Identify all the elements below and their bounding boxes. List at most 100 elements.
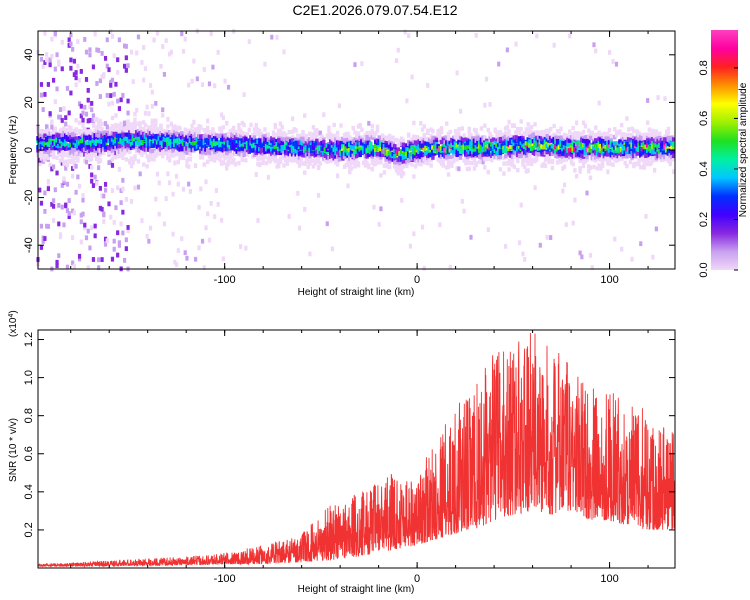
- spectrogram-cell: [446, 160, 451, 165]
- spectrogram-cell: [185, 146, 189, 151]
- spectrogram-cell: [83, 158, 87, 164]
- spectrogram-cell: [621, 149, 626, 155]
- spectrogram-cell: [135, 141, 139, 146]
- spectrogram-cell: [95, 143, 99, 148]
- spectrogram-cell: [228, 136, 232, 141]
- spectrogram-cell: [202, 134, 206, 140]
- spectrogram-cell: [339, 136, 343, 142]
- spectrogram-cell: [112, 139, 116, 144]
- spectrogram-cell: [564, 222, 568, 228]
- spectrogram-cell: [115, 128, 120, 133]
- spectrogram-cell: [431, 145, 435, 150]
- spectrogram-cell: [538, 151, 542, 157]
- spectrogram-cell: [394, 137, 399, 143]
- spectrogram-cell: [645, 120, 650, 125]
- spectrogram-cell: [72, 143, 77, 149]
- spectrogram-cell: [251, 133, 255, 138]
- spectrogram-cell: [219, 159, 224, 164]
- spectrogram-cell: [339, 140, 343, 146]
- spectrogram-cell: [166, 154, 170, 159]
- spectrogram-cell: [555, 135, 560, 140]
- spectrogram-cell: [439, 146, 444, 151]
- spectrogram-cell: [270, 136, 274, 141]
- spectrogram-cell: [79, 212, 83, 218]
- spectrogram-cell: [639, 146, 643, 152]
- spectrogram-cell: [230, 152, 234, 158]
- spectrogram-cell: [361, 160, 366, 165]
- spectrogram-cell: [382, 138, 387, 144]
- spectrogram-cell: [233, 162, 238, 167]
- spectrogram-cell: [141, 162, 146, 167]
- spectrogram-cell: [668, 140, 672, 145]
- spectrogram-cell: [297, 163, 302, 168]
- spectrogram-cell: [500, 148, 504, 153]
- spectrogram-cell: [571, 125, 575, 131]
- spectrogram-cell: [663, 138, 667, 143]
- spectrogram-cell: [329, 154, 333, 160]
- spectrogram-cell: [522, 131, 527, 137]
- spectrogram-cell: [464, 145, 468, 150]
- spectrogram-cell: [278, 157, 283, 162]
- spectrogram-cell: [180, 134, 184, 140]
- spectrogram-cell: [372, 145, 376, 150]
- spectrogram-cell: [311, 145, 316, 151]
- spectrogram-cell: [545, 133, 549, 139]
- spectrogram-cell: [498, 167, 503, 172]
- spectrogram-cell: [400, 156, 404, 161]
- spectrogram-cell: [48, 147, 52, 153]
- spectrogram-cell: [185, 255, 189, 261]
- spectrogram-cell: [121, 147, 125, 152]
- spectrogram-cell: [438, 138, 442, 143]
- spectrogram-cell: [344, 131, 348, 137]
- spectrogram-cell: [140, 138, 144, 144]
- spectrogram-cell: [623, 160, 627, 166]
- spectrogram-cell: [554, 153, 558, 159]
- spectrogram-cell: [628, 139, 633, 145]
- spectrogram-cell: [654, 136, 659, 142]
- spectrogram-cell: [394, 168, 399, 173]
- spectrogram-cell: [278, 139, 283, 144]
- spectrogram-cell: [71, 46, 75, 52]
- spectrogram-cell: [348, 147, 352, 153]
- spectrogram-cell: [578, 158, 582, 164]
- spectrogram-cell: [62, 132, 66, 137]
- spectrogram-cell: [348, 158, 352, 164]
- spectrogram-cell: [621, 144, 626, 149]
- spectrogram-cell: [133, 123, 137, 129]
- spectrogram-cell: [67, 143, 71, 148]
- spectrogram-cell: [353, 145, 357, 150]
- spectrogram-cell: [60, 158, 64, 163]
- spectrogram-cell: [119, 133, 123, 138]
- spectrogram-cell: [103, 130, 108, 135]
- spectrogram-cell: [335, 154, 340, 159]
- spectrogram-cell: [645, 158, 650, 163]
- spectrogram-cell: [559, 138, 563, 144]
- spectrogram-cell: [578, 250, 582, 256]
- spectrogram-cell: [46, 132, 51, 138]
- spectrogram-cell: [121, 151, 125, 156]
- spectrogram-cell: [242, 141, 246, 146]
- spectrogram-cell: [173, 259, 177, 265]
- spectrogram-cell: [285, 158, 290, 163]
- spectrogram-cell: [441, 163, 445, 168]
- spectrogram-cell: [301, 132, 305, 137]
- spectrogram-cell: [521, 158, 525, 164]
- spectrogram-cell: [102, 150, 106, 155]
- spectrogram-cell: [543, 139, 548, 144]
- spectrogram-cell: [90, 178, 94, 184]
- spectrogram-cell: [65, 162, 70, 168]
- spectrogram-cell: [519, 141, 523, 146]
- spectrogram-cell: [431, 152, 435, 158]
- spectrogram-cell: [592, 164, 596, 170]
- spectrogram-cell: [571, 146, 575, 152]
- spectrogram-cell: [486, 141, 491, 146]
- spectrogram-cell: [358, 142, 362, 147]
- spectrogram-cell: [490, 134, 494, 140]
- spectrogram-cell: [112, 152, 116, 157]
- spectrogram-cell: [443, 142, 447, 147]
- spectrogram-cell: [419, 136, 423, 142]
- spectrogram-cell: [143, 143, 148, 148]
- spectrogram-cell: [550, 134, 555, 139]
- spectrogram-cell: [207, 154, 212, 159]
- spectrogram-cell: [287, 141, 291, 146]
